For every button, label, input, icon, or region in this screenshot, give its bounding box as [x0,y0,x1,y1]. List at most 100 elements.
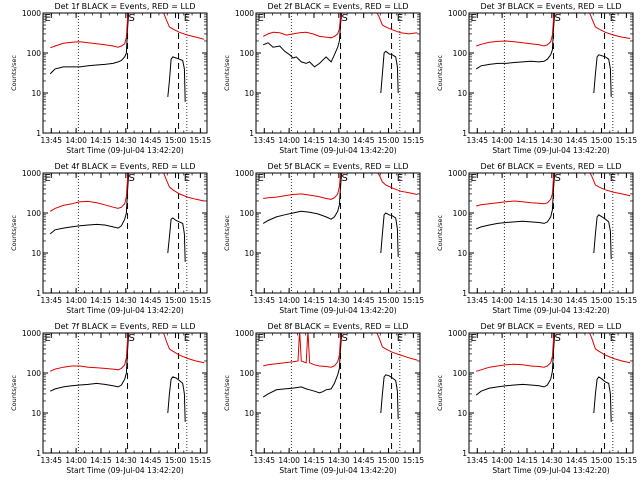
y-tick-label: 1000 [448,9,467,18]
events-series [594,215,611,259]
x-tick-label: 14:15 [516,456,538,465]
x-tick-label: 14:30 [541,136,563,145]
x-tick-label: 14:45 [566,136,588,145]
events-series [168,218,185,262]
x-tick-label: 15:15 [403,456,425,465]
y-tick-label: 10 [31,89,41,98]
x-tick-label: 14:30 [328,296,350,305]
x-tick-label: 14:00 [65,136,87,145]
panel-3: Det 3f BLACK = Events, RED = LLDE S E11010… [436,2,637,155]
y-tick-label: 1000 [235,329,254,338]
y-tick-label: 100 [27,369,42,378]
x-tick-label: 14:45 [140,136,162,145]
y-tick-label: 1000 [22,9,41,18]
x-tick-label: 14:00 [278,296,300,305]
x-axis-title: Start Time (09-Jul-04 13:42:20) [279,146,396,155]
plot-frame [469,333,633,453]
x-tick-label: 15:15 [190,456,212,465]
lld-series [50,11,128,48]
y-tick-label: 10 [31,409,41,418]
x-axis-title: Start Time (09-Jul-04 13:42:20) [66,466,183,475]
x-tick-label: 14:15 [303,136,325,145]
y-axis-title: Counts/sec [223,375,231,411]
x-tick-label: 14:15 [516,296,538,305]
x-tick-label: 14:00 [491,136,513,145]
y-tick-label: 1000 [235,169,254,178]
x-tick-label: 15:00 [378,456,400,465]
panel-title: Det 3f BLACK = Events, RED = LLD [480,2,621,11]
x-tick-label: 14:00 [65,456,87,465]
x-tick-label: 14:15 [90,296,112,305]
lld-series [263,331,341,368]
y-tick-label: 1000 [235,9,254,18]
y-tick-label: 1000 [448,169,467,178]
y-tick-label: 1000 [22,169,41,178]
events-series [381,51,398,93]
events-series [168,57,185,102]
events-series [50,331,129,392]
detector-rates-figure: Det 1f BLACK = Events, RED = LLDE S E11010… [0,0,640,480]
y-tick-label: 100 [27,49,42,58]
y-axis-title: Counts/sec [436,375,444,411]
x-tick-label: 13:45 [40,136,62,145]
plot-frame [43,173,207,293]
x-tick-label: 14:00 [491,296,513,305]
plot-frame [43,333,207,453]
x-tick-label: 14:45 [566,456,588,465]
x-tick-label: 13:45 [466,136,488,145]
panel-6: Det 6f BLACK = Events, RED = LLDE S E11010… [436,162,637,315]
x-tick-label: 15:00 [591,296,613,305]
lld-series [50,171,128,212]
x-tick-label: 15:15 [616,456,638,465]
x-tick-label: 14:30 [328,456,350,465]
panel-title: Det 2f BLACK = Events, RED = LLD [267,2,408,11]
x-tick-label: 14:45 [566,296,588,305]
y-tick-label: 100 [240,49,255,58]
panel-title: Det 8f BLACK = Events, RED = LLD [267,322,408,331]
x-tick-label: 15:15 [616,296,638,305]
panel-title: Det 4f BLACK = Events, RED = LLD [54,162,195,171]
x-tick-label: 14:30 [115,456,137,465]
y-tick-label: 10 [244,89,254,98]
y-axis-title: Counts/sec [223,55,231,91]
y-tick-label: 10 [244,249,254,258]
panel-title: Det 9f BLACK = Events, RED = LLD [480,322,621,331]
y-axis-title: Counts/sec [223,215,231,251]
x-tick-label: 14:15 [90,456,112,465]
y-tick-label: 10 [457,249,467,258]
x-axis-title: Start Time (09-Jul-04 13:42:20) [66,306,183,315]
plot-frame [256,333,420,453]
x-axis-title: Start Time (09-Jul-04 13:42:20) [492,466,609,475]
x-tick-label: 15:15 [190,136,212,145]
x-tick-label: 14:45 [353,296,375,305]
x-tick-label: 15:00 [378,136,400,145]
x-axis-title: Start Time (09-Jul-04 13:42:20) [492,306,609,315]
events-series [381,213,398,257]
y-axis-title: Counts/sec [10,215,18,251]
y-axis-title: Counts/sec [10,375,18,411]
events-series [50,171,129,234]
panel-7: Det 7f BLACK = Events, RED = LLDE S E11010… [10,322,211,475]
panel-8: Det 8f BLACK = Events, RED = LLDE S E11010… [223,322,424,475]
x-tick-label: 14:30 [541,296,563,305]
x-tick-label: 14:30 [115,136,137,145]
series-group [263,11,417,93]
x-tick-label: 14:45 [140,456,162,465]
y-tick-label: 100 [453,369,468,378]
plot-frame [469,13,633,133]
panel-title: Det 6f BLACK = Events, RED = LLD [480,162,621,171]
x-tick-label: 14:15 [516,136,538,145]
y-axis-title: Counts/sec [10,55,18,91]
y-tick-label: 100 [27,209,42,218]
x-tick-label: 14:45 [353,136,375,145]
events-series [263,11,342,67]
panel-2: Det 2f BLACK = Events, RED = LLDE S E11010… [223,2,424,155]
x-tick-label: 14:30 [541,456,563,465]
y-tick-label: 10 [457,89,467,98]
y-tick-label: 10 [244,409,254,418]
panel-5: Det 5f BLACK = Events, RED = LLDE S E11010… [223,162,424,315]
x-tick-label: 14:00 [278,136,300,145]
x-tick-label: 14:00 [491,456,513,465]
lld-series [50,331,128,372]
y-tick-label: 100 [240,209,255,218]
